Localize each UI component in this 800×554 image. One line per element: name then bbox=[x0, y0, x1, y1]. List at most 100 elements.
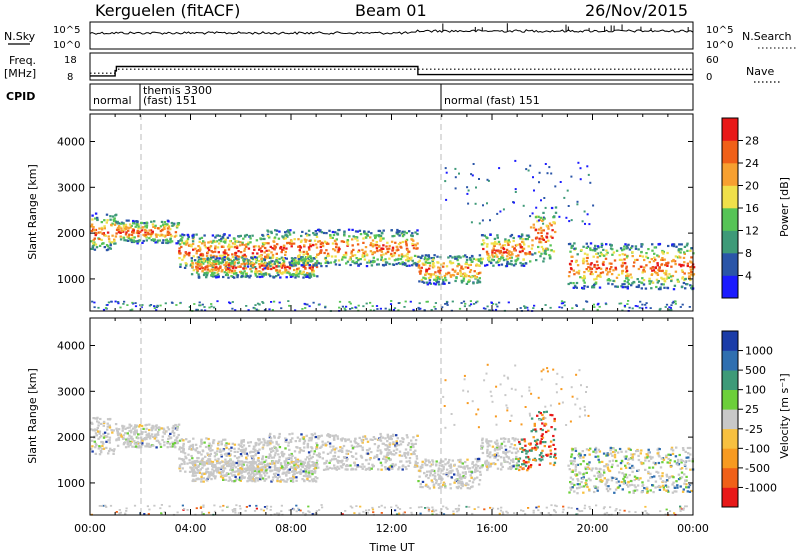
data-cell bbox=[236, 450, 239, 453]
data-cell bbox=[224, 478, 227, 481]
data-cell bbox=[513, 512, 516, 514]
data-cell bbox=[379, 307, 382, 310]
data-cell bbox=[154, 433, 157, 436]
data-cell bbox=[255, 308, 258, 311]
data-cell bbox=[195, 464, 198, 467]
data-cell bbox=[327, 254, 331, 257]
data-cell bbox=[324, 461, 328, 464]
data-cell bbox=[549, 257, 552, 260]
data-cell bbox=[222, 478, 225, 481]
data-cell bbox=[478, 281, 482, 284]
data-cell bbox=[333, 438, 336, 441]
data-cell bbox=[292, 470, 295, 473]
data-cell bbox=[335, 447, 338, 450]
data-cell bbox=[225, 454, 228, 457]
data-cell bbox=[382, 457, 385, 460]
data-cell bbox=[306, 444, 309, 447]
data-cell bbox=[201, 513, 204, 515]
data-cell bbox=[445, 273, 449, 276]
data-cell bbox=[268, 434, 271, 437]
data-cell bbox=[345, 459, 348, 462]
data-cell bbox=[467, 189, 470, 192]
data-cell bbox=[425, 483, 428, 486]
data-cell bbox=[464, 266, 467, 269]
data-cell bbox=[226, 273, 229, 277]
data-cell bbox=[174, 427, 177, 430]
data-cell bbox=[533, 189, 535, 192]
data-cell bbox=[408, 264, 411, 267]
data-cell bbox=[112, 429, 115, 432]
data-cell bbox=[282, 237, 286, 240]
data-cell bbox=[353, 445, 356, 448]
data-cell bbox=[135, 424, 138, 427]
data-cell bbox=[200, 453, 203, 456]
data-cell bbox=[164, 223, 167, 226]
data-cell bbox=[672, 243, 676, 246]
data-cell bbox=[227, 448, 231, 451]
data-cell bbox=[247, 243, 250, 246]
data-cell bbox=[306, 456, 309, 459]
data-cell bbox=[624, 286, 627, 289]
data-cell bbox=[116, 301, 119, 303]
data-cell bbox=[648, 277, 651, 280]
data-cell bbox=[365, 253, 369, 256]
data-cell bbox=[459, 256, 462, 259]
data-cell bbox=[376, 455, 379, 458]
data-cell bbox=[155, 426, 158, 429]
data-cell bbox=[548, 254, 551, 257]
data-cell bbox=[112, 452, 115, 455]
data-cell bbox=[648, 282, 651, 285]
data-cell bbox=[312, 270, 315, 273]
data-cell bbox=[275, 269, 278, 272]
data-cell bbox=[181, 467, 184, 470]
data-cell bbox=[111, 222, 114, 225]
data-cell bbox=[513, 247, 516, 250]
data-cell bbox=[423, 462, 427, 465]
data-cell bbox=[138, 424, 142, 427]
data-cell bbox=[605, 249, 608, 252]
data-cell bbox=[507, 243, 510, 246]
data-cell bbox=[669, 275, 673, 278]
data-cell bbox=[362, 252, 366, 255]
data-cell bbox=[220, 262, 223, 265]
data-cell bbox=[499, 249, 502, 252]
data-cell bbox=[237, 456, 241, 459]
data-cell bbox=[245, 233, 248, 237]
data-cell bbox=[471, 512, 474, 515]
data-cell bbox=[504, 238, 507, 241]
data-cell bbox=[284, 266, 287, 269]
data-cell bbox=[136, 440, 139, 444]
data-cell bbox=[497, 507, 500, 510]
data-cell bbox=[399, 460, 402, 463]
data-cell bbox=[243, 265, 246, 268]
data-cell bbox=[213, 250, 217, 253]
data-cell bbox=[290, 459, 293, 462]
noise-left-tick-high: 10^5 bbox=[53, 25, 80, 36]
data-cell bbox=[605, 253, 608, 256]
data-cell bbox=[444, 180, 447, 183]
data-cell bbox=[471, 461, 475, 464]
data-cell bbox=[478, 470, 482, 473]
data-cell bbox=[93, 306, 96, 309]
data-cell bbox=[540, 231, 543, 234]
colorbar-swatch bbox=[722, 230, 738, 254]
data-cell bbox=[195, 459, 199, 462]
data-cell bbox=[274, 229, 277, 232]
data-cell bbox=[145, 226, 148, 229]
data-cell bbox=[315, 454, 319, 457]
data-cell bbox=[152, 435, 155, 438]
data-cell bbox=[219, 265, 222, 268]
data-cell bbox=[540, 199, 542, 202]
data-cell bbox=[230, 245, 233, 248]
data-cell bbox=[380, 256, 383, 259]
data-cell bbox=[311, 455, 314, 458]
data-cell bbox=[668, 273, 671, 276]
data-cell bbox=[376, 449, 379, 452]
data-cell bbox=[249, 237, 252, 240]
data-cell bbox=[510, 251, 513, 254]
data-cell bbox=[147, 432, 151, 435]
data-cell bbox=[562, 505, 565, 508]
data-cell bbox=[402, 512, 405, 515]
data-cell bbox=[532, 226, 536, 229]
data-cell bbox=[180, 245, 183, 249]
